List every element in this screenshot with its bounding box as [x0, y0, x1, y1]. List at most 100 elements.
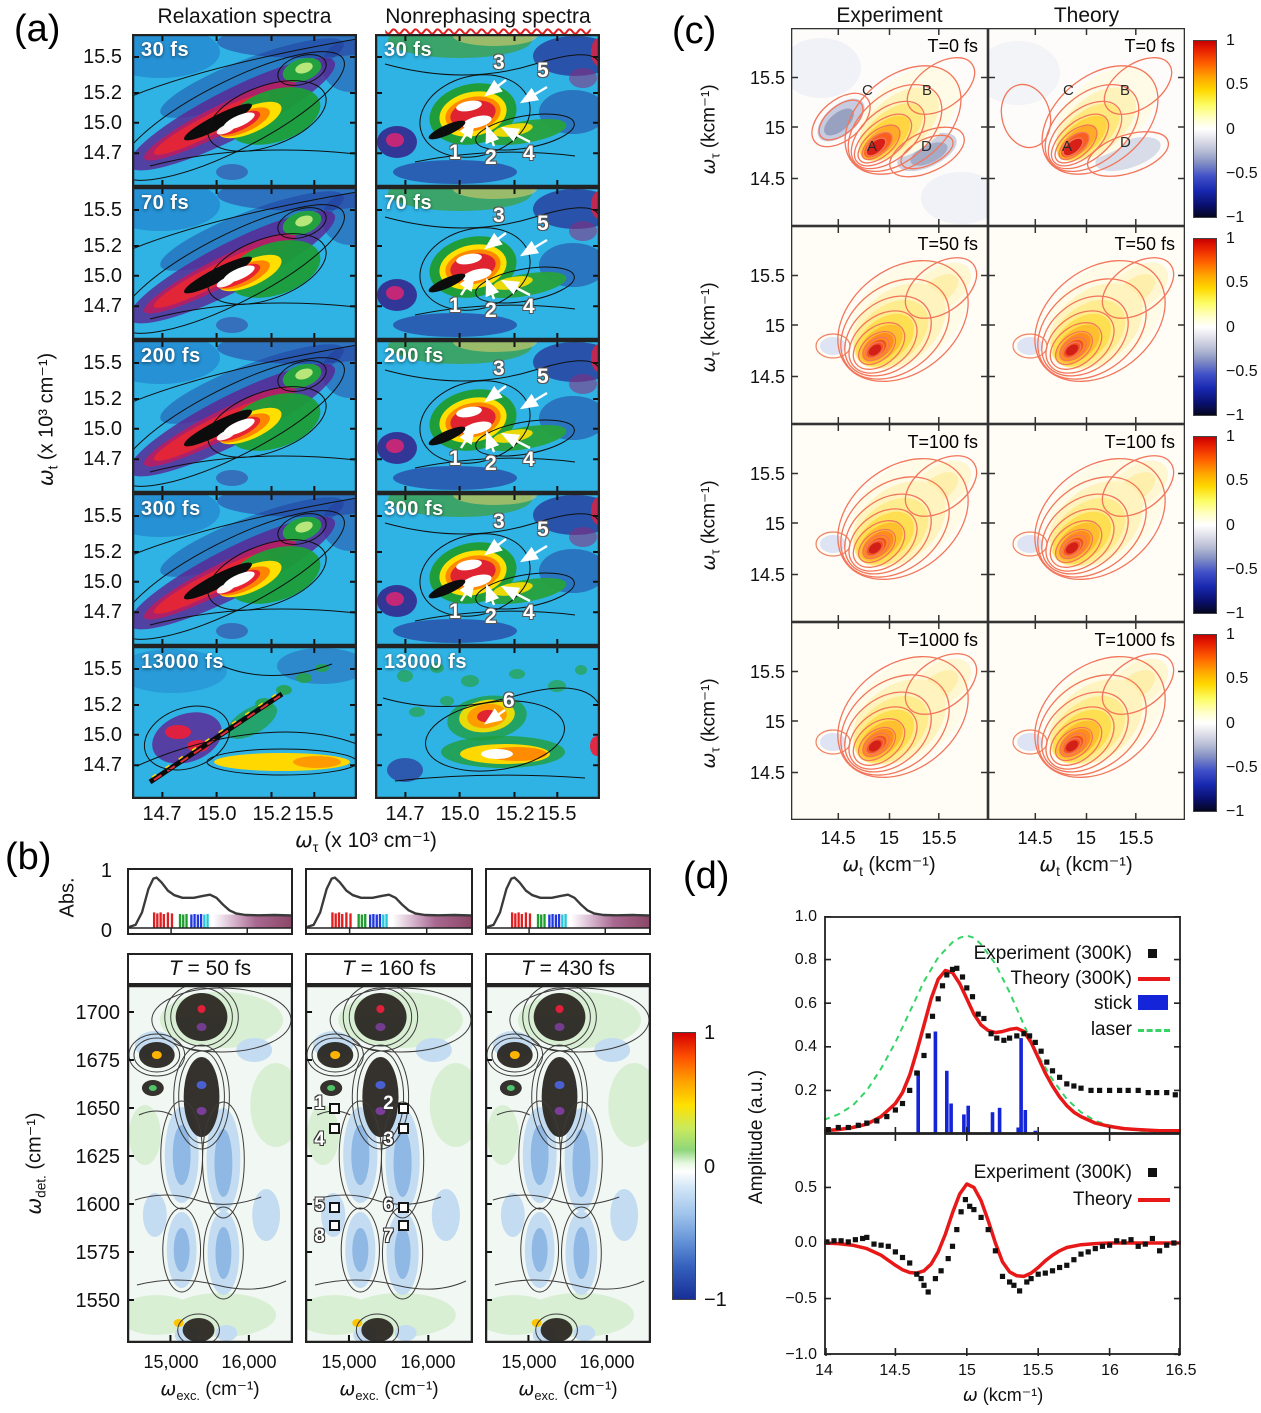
b-marked-square [329, 1219, 341, 1231]
c-theory-map-t1000: T=1000 fs [988, 622, 1185, 820]
a-time-label: 200 fs [141, 345, 201, 367]
a-peak-1: 1 [449, 600, 461, 623]
a-time-label: 70 fs [384, 192, 433, 214]
a-nonreph-map-13000fs: 13000 fs 6 [375, 646, 600, 799]
b-marked-square [397, 1219, 409, 1231]
d-legend-theory-top: Theory (300K) [1010, 968, 1132, 989]
a-peak-6: 6 [503, 689, 515, 712]
c-time-label: T=50 fs [1114, 234, 1175, 254]
a-time-label: 300 fs [384, 498, 444, 520]
a-peak-5: 5 [537, 518, 549, 541]
c-peak-D: D [1120, 134, 1131, 151]
panel-c-label: (c) [672, 10, 717, 52]
a-relax-map-70fs: 70 fs [132, 187, 357, 340]
b-abs-ylabel: Abs. [56, 877, 79, 918]
a-relax-map-200fs: 200 fs [132, 340, 357, 493]
c-time-label: T=100 fs [907, 432, 978, 452]
a-nonreph-map-200fs: 200 fs 3 5 1 2 4 [375, 340, 600, 493]
b-marked-square-label: 1 [314, 1093, 325, 1115]
c-colorbar-1 [1193, 40, 1217, 218]
a-time-label: 30 fs [384, 39, 433, 61]
c-theory-map-t100: T=100 fs [988, 424, 1185, 622]
a-nonreph-map-300fs: 300 fs 3 5 1 2 4 [375, 493, 600, 646]
c-peak-A: A [1062, 138, 1073, 155]
b-x-axis-label-2: ωexc. (cm⁻¹) [339, 1378, 439, 1403]
b-y-axis-label: ωdet. (cm⁻¹) [21, 1112, 49, 1215]
c-colorbar-2 [1193, 238, 1217, 416]
a-peak-3: 3 [493, 204, 505, 227]
b-cbar-tick-1: 1 [704, 1022, 716, 1044]
b-marked-square-label: 5 [314, 1195, 325, 1217]
c-peak-B: B [1120, 82, 1131, 99]
a-peak-1: 1 [449, 447, 461, 470]
b-marked-square-label: 8 [314, 1225, 325, 1247]
a-relax-map-300fs: 300 fs [132, 493, 357, 646]
c-col1-title: Experiment [836, 4, 943, 27]
b-marked-square-label: 7 [383, 1225, 394, 1247]
a-relax-map-13000fs: 13000 fs [132, 646, 357, 799]
b-marked-square-label: 4 [314, 1128, 325, 1150]
b-title-1: T = 50 fs [127, 953, 293, 985]
c-exp-map-t100: T=100 fs [791, 424, 988, 622]
a-x-axis-label: ωτ (x 10³ cm⁻¹) [295, 828, 437, 857]
b-cbar-tick-m1: −1 [704, 1289, 727, 1311]
b-x-axis-label-1: ωexc. (cm⁻¹) [160, 1378, 260, 1403]
c-time-label: T=1000 fs [1094, 630, 1175, 650]
c-peak-A: A [867, 138, 878, 155]
c-exp-map-t1000: T=1000 fs [791, 622, 988, 820]
b-marked-square [329, 1122, 341, 1134]
a-peak-3: 3 [493, 510, 505, 533]
c-peak-C: C [862, 82, 873, 99]
c-colorbar-4 [1193, 634, 1217, 812]
b-marked-square [329, 1201, 341, 1213]
a-peak-4: 4 [523, 142, 535, 165]
c-time-label: T=0 fs [1124, 36, 1175, 56]
black-square-marker [1148, 949, 1157, 958]
a-peak-3: 3 [493, 357, 505, 380]
b-marked-squares: 1 2 4 3 5 6 8 7 [305, 985, 473, 1343]
red-line-marker [1138, 1198, 1170, 1202]
b-marked-square [397, 1122, 409, 1134]
a-time-label: 13000 fs [141, 651, 224, 673]
b-marked-square-label: 6 [383, 1195, 394, 1217]
a-peak-2: 2 [485, 452, 497, 475]
c-time-label: T=0 fs [927, 36, 978, 56]
b-abs-ytick-0: 0 [100, 920, 112, 942]
c-y-axis-label-2: ωτ (kcm⁻¹) [697, 282, 723, 373]
a-nonreph-map-30fs: 30 fs 3 5 1 2 4 [375, 34, 600, 187]
a-time-label: 70 fs [141, 192, 190, 214]
d-plot [824, 916, 1181, 1356]
c-y-axis-label-1: ωτ (kcm⁻¹) [697, 84, 723, 175]
c-exp-map-t0: T=0 fs C B A D [791, 28, 988, 226]
a-peak-3: 3 [493, 51, 505, 74]
a-col2-title: Nonrephasing spectra [385, 5, 591, 28]
a-peak-4: 4 [523, 295, 535, 318]
b-map-430fs [485, 985, 651, 1343]
c-time-label: T=1000 fs [897, 630, 978, 650]
a-peak-1: 1 [449, 294, 461, 317]
a-time-label: 300 fs [141, 498, 201, 520]
a-time-label: 30 fs [141, 39, 190, 61]
c-colorbar-3 [1193, 436, 1217, 614]
a-peak-5: 5 [537, 212, 549, 235]
black-square-marker [1148, 1168, 1157, 1177]
blue-stick-marker [1138, 995, 1168, 1010]
b-abs-ytick-1: 1 [100, 860, 112, 882]
d-legend-experiment-top: Experiment (300K) [973, 943, 1132, 964]
panel-d-label: (d) [683, 855, 730, 897]
c-x-axis-label-2: ωt (kcm⁻¹) [1039, 852, 1133, 879]
b-title-3: T = 430 fs [485, 953, 651, 985]
d-x-axis-label: ω (kcm⁻¹) [962, 1385, 1044, 1406]
a-y-axis-label: ωt (x 10³ cm⁻¹) [33, 352, 61, 487]
d-legend-laser: laser [1090, 1019, 1132, 1040]
a-peak-5: 5 [537, 59, 549, 82]
c-peak-D: D [921, 138, 932, 155]
green-dash-marker [1138, 1029, 1170, 1032]
c-theory-map-t50: T=50 fs [988, 226, 1185, 424]
b-colorbar [672, 1032, 696, 1300]
b-abs-inset-1 [127, 868, 293, 935]
a-peak-2: 2 [485, 146, 497, 169]
a-peak-4: 4 [523, 601, 535, 624]
c-x-axis-label-1: ωt (kcm⁻¹) [842, 852, 936, 879]
